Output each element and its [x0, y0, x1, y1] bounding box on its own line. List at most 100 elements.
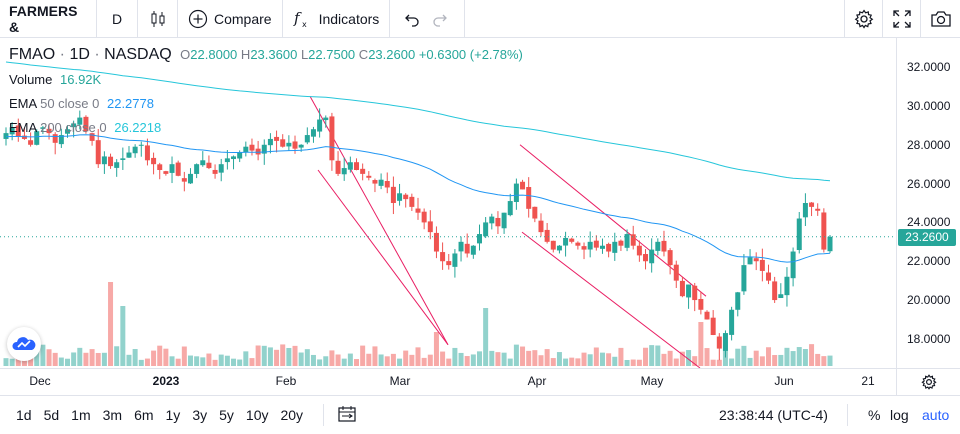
volume-bar [802, 349, 808, 366]
low-value: 22.7500 [308, 47, 356, 62]
legend-exchange: NASDAQ [104, 46, 172, 63]
volume-bar [507, 358, 513, 366]
candle-body [34, 131, 40, 145]
volume-bar [501, 352, 507, 366]
volume-bar [673, 358, 679, 366]
candle-body [458, 241, 464, 252]
volume-bar [163, 348, 169, 366]
candle-body [9, 127, 15, 135]
candle-body [821, 212, 827, 250]
legend-ema50[interactable]: EMA 50 close 0 22.2778 [9, 96, 154, 111]
range-3y[interactable]: 3y [192, 407, 208, 423]
legend-volume[interactable]: Volume 16.92K [9, 72, 101, 87]
price-axis[interactable]: 32.0000 30.0000 28.0000 26.0000 24.0000 22.00… [896, 38, 960, 368]
settings-button[interactable] [844, 0, 882, 38]
candle-body [64, 129, 70, 134]
time-axis-label: Feb [275, 374, 297, 388]
volume-bar [440, 351, 446, 366]
trendline [317, 169, 449, 346]
range-10y[interactable]: 10y [245, 407, 269, 423]
candle-body [649, 249, 655, 264]
range-1d[interactable]: 1d [16, 407, 32, 423]
fullscreen-button[interactable] [882, 0, 920, 38]
date-range-button[interactable] [334, 405, 360, 425]
volume-bar [716, 359, 722, 366]
candle-body [753, 258, 759, 262]
volume-bar [630, 359, 636, 366]
clock[interactable]: 23:38:44 (UTC-4) [719, 407, 828, 423]
ema50-value: 22.2778 [106, 96, 154, 111]
volume-bar [612, 356, 618, 366]
candle-body [28, 140, 34, 145]
price-axis-label: 24.0000 [907, 215, 951, 230]
candle-body [261, 144, 267, 154]
candle-body [415, 208, 421, 213]
range-6m[interactable]: 6m [134, 407, 154, 423]
interval-selector[interactable]: D [97, 0, 138, 38]
candle-body [335, 160, 341, 174]
snapshot-button[interactable] [920, 0, 960, 38]
volume-bar [778, 354, 784, 366]
candle-body [224, 158, 230, 163]
volume-bar [390, 353, 396, 366]
candle-body [433, 232, 439, 252]
candle-body [710, 317, 716, 335]
volume-bar [95, 352, 101, 366]
candle-body [366, 175, 372, 178]
candle-body [292, 141, 298, 149]
volume-bar [495, 352, 501, 366]
tradingview-logo-button[interactable] [7, 327, 41, 361]
log-scale-toggle[interactable]: log [890, 407, 909, 423]
range-1y[interactable]: 1y [165, 407, 181, 423]
candle-body [446, 261, 452, 266]
redo-button[interactable] [426, 0, 466, 38]
axis-settings-button[interactable] [896, 369, 960, 395]
percent-scale-toggle[interactable]: % [868, 407, 881, 423]
range-3m[interactable]: 3m [102, 407, 123, 423]
candle-body [790, 251, 796, 279]
candle-body [815, 208, 821, 211]
time-axis-label: 2023 [152, 374, 180, 388]
range-5y[interactable]: 5y [219, 407, 234, 423]
volume-bar [458, 352, 464, 366]
indicators-button[interactable]: f x Indicators [283, 0, 391, 38]
volume-bar [569, 357, 575, 366]
candle-body [716, 336, 722, 349]
volume-bar [378, 354, 384, 366]
volume-bar [409, 354, 415, 366]
volume-bar [735, 348, 741, 366]
chart-type-button[interactable] [138, 0, 178, 38]
symbol-search[interactable]: FARMERS & [0, 0, 97, 38]
volume-bar [470, 354, 476, 366]
fullscreen-icon [892, 10, 911, 28]
volume-bar [200, 357, 206, 366]
candle-body [618, 240, 624, 246]
volume-bar [310, 354, 316, 366]
volume-bar [513, 344, 519, 366]
volume-bar [649, 345, 655, 366]
candle-body [544, 229, 550, 242]
volume-bar [427, 354, 433, 366]
volume-bar [476, 351, 482, 366]
volume-bar [796, 347, 802, 366]
volume-bar [360, 345, 366, 366]
candle-body [464, 243, 470, 254]
candle-body [58, 135, 64, 145]
candle-body [360, 168, 366, 174]
time-axis[interactable]: Dec 2023 Feb Mar Apr May Jun 21 [0, 368, 960, 395]
range-5d[interactable]: 5d [43, 407, 60, 423]
trendline [521, 231, 701, 368]
range-1m[interactable]: 1m [71, 407, 91, 423]
undo-button[interactable] [390, 0, 426, 38]
volume-bar [58, 357, 64, 366]
indicators-label: Indicators [318, 10, 380, 27]
price-axis-label: 20.0000 [907, 293, 951, 308]
volume-bar [483, 308, 489, 366]
volume-bar [347, 353, 353, 366]
candle-body [452, 253, 458, 267]
range-20y[interactable]: 20y [280, 407, 304, 423]
legend-ema200[interactable]: EMA 200 close 0 26.2218 [9, 120, 161, 135]
price-chart[interactable] [0, 38, 896, 368]
auto-scale-toggle[interactable]: auto [922, 407, 950, 423]
compare-button[interactable]: Compare [178, 0, 283, 38]
